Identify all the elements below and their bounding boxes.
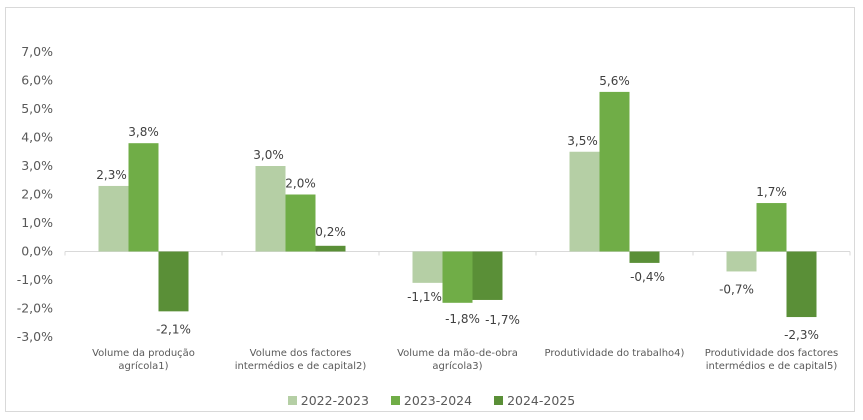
legend-item: 2022-2023 (287, 393, 369, 408)
bar (472, 251, 503, 300)
x-category-label: Volume dos factores (250, 348, 352, 359)
bars (98, 91, 817, 318)
bar (756, 203, 787, 252)
data-label: 3,0% (253, 148, 284, 162)
x-category-label: agrícola1) (118, 360, 168, 372)
x-category-label: intermédios e de capital2) (235, 360, 367, 372)
bar (412, 251, 443, 283)
data-label: 3,8% (128, 125, 159, 139)
data-label: -1,8% (445, 312, 480, 326)
x-category-label: intermédios e de capital5) (706, 360, 838, 372)
legend-swatch (287, 396, 297, 405)
legend-label: 2023-2024 (403, 393, 473, 408)
data-label: 5,6% (599, 74, 630, 88)
data-label: -0,7% (719, 282, 754, 296)
y-tick-label: 2,0% (21, 187, 53, 202)
legend-swatch (494, 396, 504, 405)
data-label: 2,3% (96, 168, 127, 182)
legend-item: 2024-2025 (494, 393, 575, 408)
legend-item: 2023-2024 (390, 393, 473, 408)
bar (98, 185, 129, 252)
data-label: -1,7% (485, 313, 520, 327)
x-category-label: Volume da mão-de-obra (397, 348, 518, 359)
data-label: 2,0% (285, 177, 316, 191)
data-label: 1,7% (756, 185, 787, 199)
x-category-label: agrícola3) (432, 360, 482, 372)
y-tick-label: 3,0% (21, 158, 53, 173)
bar (158, 251, 189, 312)
y-tick-label: 4,0% (21, 130, 53, 145)
bar (629, 251, 660, 263)
data-label: -2,1% (156, 322, 191, 336)
legend: 2022-2023 2023-2024 2024-2025 (0, 393, 863, 408)
x-category-label: Volume da produção (92, 348, 195, 359)
data-label: 3,5% (567, 134, 598, 148)
data-label: -2,3% (784, 328, 819, 342)
x-category-label: Produtividade do trabalho4) (545, 348, 685, 359)
y-tick-label: 0,0% (21, 244, 53, 259)
data-label: -0,4% (630, 270, 665, 284)
bar (599, 91, 630, 252)
y-tick-label: 7,0% (21, 44, 53, 59)
bar-chart: 7,0% 6,0% 5,0% 4,0% 3,0% 2,0% 1,0% 0,0% -1,0% -2,… (17, 44, 851, 372)
data-label: -1,1% (407, 290, 442, 304)
y-tick-label: -3,0% (17, 329, 53, 344)
bar (442, 251, 473, 303)
legend-label: 2024-2025 (507, 393, 576, 408)
bar (726, 251, 757, 272)
data-labels: 2,3% 3,8% -2,1% 3,0% 2,0% 0,2% -1,1%-1,8% -1,7%… (96, 74, 819, 342)
y-tick-label: 5,0% (21, 101, 53, 116)
y-tick-label: -2,0% (17, 301, 53, 316)
bar (285, 194, 316, 252)
x-category-label: Produtividade dos factores (705, 348, 838, 359)
bar (128, 143, 159, 252)
y-tick-label: 6,0% (21, 73, 53, 88)
legend-label: 2022-2023 (300, 393, 369, 408)
y-tick-label: 1,0% (21, 215, 53, 230)
bar (255, 166, 286, 252)
legend-swatch (390, 396, 400, 405)
bar (315, 245, 346, 252)
data-label: 0,2% (315, 225, 346, 239)
y-axis: 7,0% 6,0% 5,0% 4,0% 3,0% 2,0% 1,0% 0,0% -1,0% -2,… (17, 44, 851, 344)
y-tick-label: -1,0% (17, 272, 53, 287)
bar (569, 151, 600, 252)
bar (786, 251, 817, 318)
